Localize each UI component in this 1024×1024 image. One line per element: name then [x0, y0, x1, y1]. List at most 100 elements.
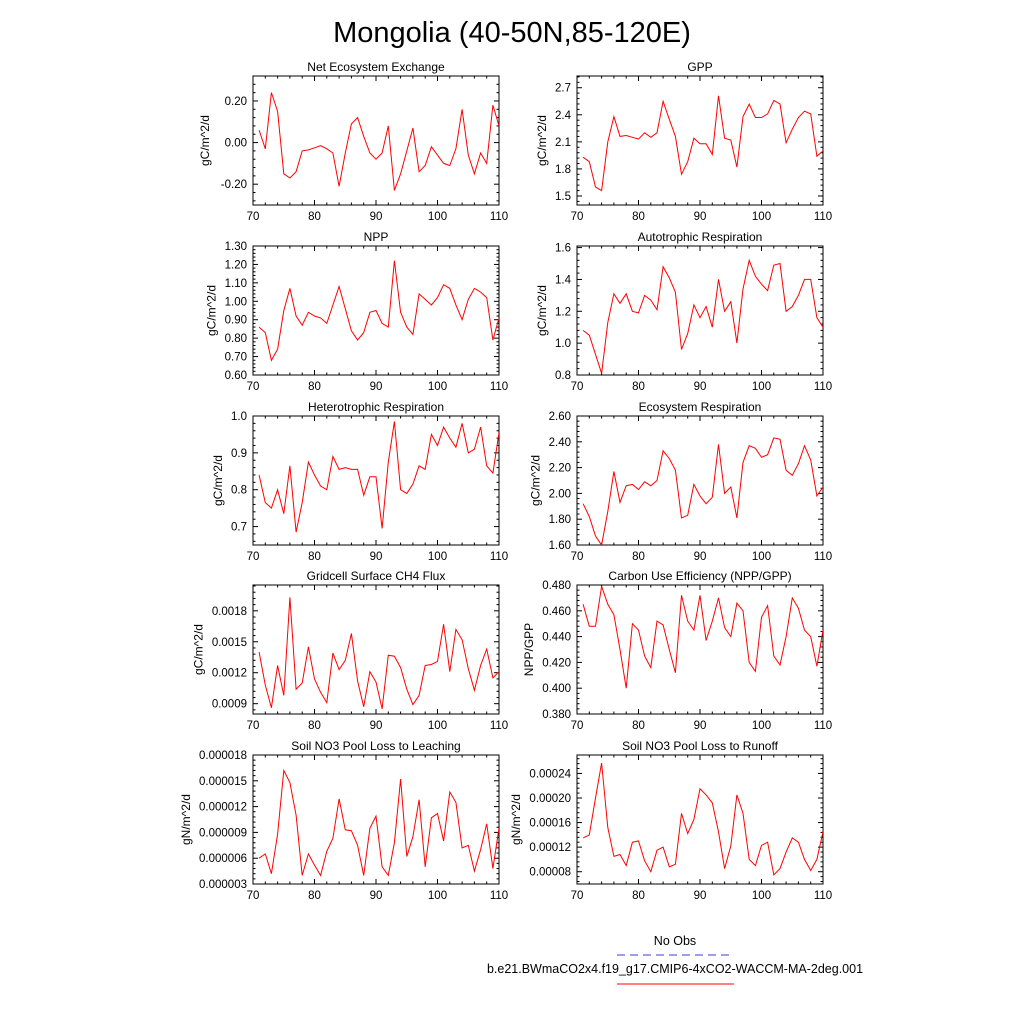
y-tick-label: 0.90 — [225, 315, 247, 327]
y-tick-label: 1.60 — [549, 540, 571, 552]
y-tick-label: 2.4 — [555, 110, 572, 122]
x-tick-label: 110 — [490, 381, 508, 393]
y-tick-label: 0.000006 — [199, 853, 247, 865]
y-tick-label: 0.0012 — [212, 668, 247, 680]
y-tick-label: 0.00020 — [529, 793, 571, 805]
y-tick-label: 1.80 — [549, 514, 571, 526]
y-tick-label: 1.6 — [555, 243, 571, 255]
x-tick-label: 110 — [814, 211, 832, 223]
x-tick-label: 70 — [247, 551, 260, 563]
y-tick-label: 1.5 — [555, 191, 571, 203]
y-axis-label: NPP/GPP — [522, 623, 536, 676]
panel-autotrophic-respiration: Autotrophic Respiration 70 80 90 100 110 0.8 1.… — [535, 230, 832, 393]
y-tick-label: 0.0018 — [212, 606, 247, 618]
panel-ecosystem-respiration: Ecosystem Respiration 70 80 90 100 110 1.60 1.8… — [528, 400, 832, 563]
panel-soil-no3-pool-loss-to-leaching: Soil NO3 Pool Loss to Leaching 70 80 90 100 1… — [179, 739, 508, 902]
y-tick-label: 2.20 — [549, 463, 571, 475]
y-tick-label: 0.70 — [225, 352, 247, 364]
x-tick-label: 80 — [308, 551, 321, 563]
y-axis-label: gC/m^2/d — [211, 455, 225, 506]
y-axis-label: gC/m^2/d — [204, 285, 218, 336]
x-tick-label: 90 — [694, 890, 707, 902]
x-tick-label: 80 — [308, 381, 321, 393]
y-tick-label: 0.9 — [231, 448, 247, 460]
y-tick-label: 0.00016 — [529, 818, 571, 830]
series-line-gridcell-surface-ch4-flux — [258, 597, 499, 709]
series-line-gpp — [582, 95, 823, 192]
x-tick-label: 90 — [370, 720, 383, 732]
x-tick-label: 90 — [370, 211, 383, 223]
x-tick-label: 110 — [490, 211, 508, 223]
x-tick-label: 100 — [752, 381, 771, 393]
y-tick-label: 0.000018 — [199, 750, 247, 762]
panel-title: Soil NO3 Pool Loss to Leaching — [291, 739, 460, 753]
x-tick-label: 70 — [571, 551, 584, 563]
x-tick-label: 100 — [428, 381, 447, 393]
x-tick-label: 90 — [694, 720, 707, 732]
y-tick-label: 1.00 — [225, 296, 247, 308]
y-tick-label: 2.7 — [555, 83, 571, 95]
y-tick-label: 1.20 — [225, 259, 247, 271]
x-tick-label: 70 — [571, 890, 584, 902]
panels-group: Net Ecosystem Exchange 70 80 90 100 110 -0.20 0… — [179, 60, 832, 902]
y-tick-label: 0.400 — [542, 683, 571, 695]
panel-title: Ecosystem Respiration — [639, 400, 762, 414]
x-tick-label: 90 — [370, 381, 383, 393]
x-tick-label: 100 — [752, 720, 771, 732]
y-tick-label: 0.00 — [225, 138, 247, 150]
y-tick-label: -0.20 — [221, 179, 247, 191]
y-tick-label: 2.1 — [555, 137, 571, 149]
y-tick-label: 1.0 — [231, 411, 247, 423]
panel-heterotrophic-respiration: Heterotrophic Respiration 70 80 90 100 110 0.7… — [211, 400, 508, 563]
panel-title: NPP — [364, 230, 389, 244]
y-tick-label: 1.10 — [225, 278, 247, 290]
x-tick-label: 80 — [632, 720, 645, 732]
panel-soil-no3-pool-loss-to-runoff: Soil NO3 Pool Loss to Runoff 70 80 90 100 110… — [509, 739, 832, 902]
x-tick-label: 90 — [694, 211, 707, 223]
x-tick-label: 80 — [632, 890, 645, 902]
x-tick-label: 70 — [571, 211, 584, 223]
y-tick-label: 0.000009 — [199, 827, 247, 839]
figure-title: Mongolia (40-50N,85-120E) — [333, 17, 691, 49]
y-tick-label: 1.2 — [555, 306, 571, 318]
x-tick-label: 110 — [814, 381, 832, 393]
x-tick-label: 110 — [814, 720, 832, 732]
y-tick-label: 2.60 — [549, 411, 571, 423]
x-tick-label: 100 — [428, 720, 447, 732]
y-tick-label: 0.0015 — [212, 637, 247, 649]
panel-title: Net Ecosystem Exchange — [307, 60, 445, 74]
y-tick-label: 1.0 — [555, 338, 571, 350]
x-tick-label: 70 — [247, 211, 260, 223]
y-tick-label: 0.00024 — [529, 768, 571, 780]
y-axis-label: gC/m^2/d — [535, 285, 549, 336]
y-axis-label: gC/m^2/d — [535, 115, 549, 166]
y-tick-label: 1.4 — [555, 274, 572, 286]
x-tick-label: 90 — [694, 551, 707, 563]
series-line-carbon-use-efficiency-npp-gpp — [582, 586, 823, 689]
legend: No Obs b.e21.BWmaCO2x4.f19_g17.CMIP6-4xC… — [487, 934, 863, 985]
panel-carbon-use-efficiency-npp-gpp: Carbon Use Efficiency (NPP/GPP) 70 80 90 100… — [522, 569, 832, 732]
panel-npp: NPP 70 80 90 100 110 0.60 0.70 0.80 0.90 1.00 1.10 1… — [204, 230, 508, 393]
x-tick-label: 80 — [632, 211, 645, 223]
x-tick-label: 80 — [308, 890, 321, 902]
x-tick-label: 70 — [571, 381, 584, 393]
series-line-ecosystem-respiration — [582, 437, 823, 545]
series-line-net-ecosystem-exchange — [258, 92, 499, 191]
y-tick-label: 0.8 — [231, 485, 247, 497]
y-tick-label: 0.60 — [225, 370, 247, 382]
y-tick-label: 2.40 — [549, 437, 571, 449]
panel-title: Carbon Use Efficiency (NPP/GPP) — [608, 569, 791, 583]
x-tick-label: 70 — [571, 720, 584, 732]
x-tick-label: 110 — [814, 890, 832, 902]
y-axis-label: gN/m^2/d — [179, 794, 193, 845]
x-tick-label: 100 — [752, 211, 771, 223]
y-tick-label: 0.00012 — [529, 842, 571, 854]
x-tick-label: 110 — [490, 890, 508, 902]
y-axis-label: gC/m^2/d — [192, 624, 206, 675]
x-tick-label: 80 — [632, 551, 645, 563]
legend-label-model: b.e21.BWmaCO2x4.f19_g17.CMIP6-4xCO2-WACC… — [487, 962, 863, 976]
x-tick-label: 80 — [308, 211, 321, 223]
panel-gpp: GPP 70 80 90 100 110 1.5 1.8 2.1 2.4 2.7 gC/m^2/d — [535, 60, 832, 223]
